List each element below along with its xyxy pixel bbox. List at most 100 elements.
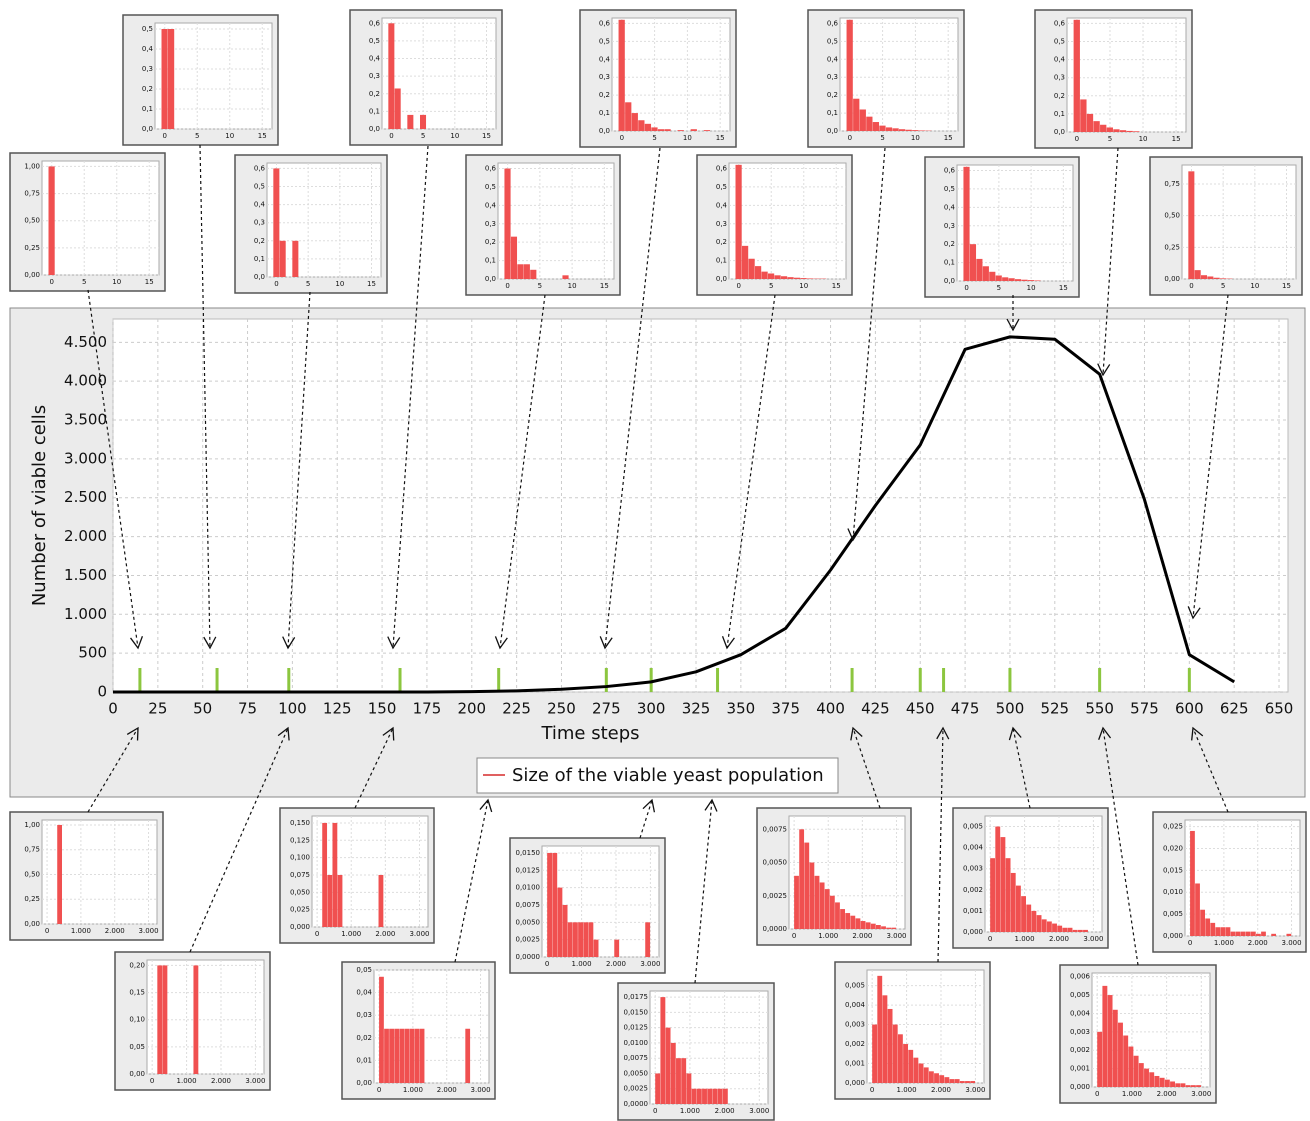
bar bbox=[1230, 931, 1236, 936]
bar bbox=[1015, 885, 1021, 932]
y-tick-label: 0,0075 bbox=[763, 825, 788, 833]
bar bbox=[1235, 931, 1241, 936]
bar bbox=[923, 1067, 929, 1083]
bar bbox=[583, 922, 589, 957]
bar bbox=[1170, 1081, 1175, 1087]
bar bbox=[677, 130, 684, 131]
bar bbox=[676, 1058, 681, 1104]
x-tick-label: 3.000 bbox=[886, 932, 906, 940]
x-tick-label: 150 bbox=[368, 700, 397, 718]
bar bbox=[1144, 1068, 1149, 1087]
x-tick-label: 0 bbox=[1095, 1090, 1099, 1098]
bar bbox=[1046, 921, 1052, 932]
x-tick-label: 0 bbox=[505, 282, 509, 290]
inset-chart: 0,0 0,1 0,2 0,3 0,4 0,5 0,6 0 5 10 15 bbox=[1034, 9, 1193, 149]
y-tick-label: 0,005 bbox=[963, 823, 983, 831]
callout-arrow bbox=[189, 726, 290, 953]
bar bbox=[934, 1073, 939, 1083]
inset-plot bbox=[41, 160, 160, 276]
x-tick-label: 5 bbox=[997, 284, 1001, 292]
bar bbox=[292, 240, 299, 277]
bar bbox=[995, 826, 1001, 932]
bar bbox=[1000, 837, 1006, 932]
y-tick-label: 0,1 bbox=[369, 107, 380, 115]
y-tick-label: 0,50 bbox=[1164, 212, 1180, 220]
bar bbox=[404, 1028, 410, 1083]
x-tick-label: 3.000 bbox=[1191, 1090, 1211, 1098]
bar bbox=[794, 277, 801, 279]
bar bbox=[853, 98, 860, 131]
y-tick-label: 0,003 bbox=[963, 865, 983, 873]
inset-chart: 0,0 0,1 0,2 0,3 0,4 0,5 0,6 0 5 10 15 bbox=[807, 9, 965, 148]
bar bbox=[755, 266, 762, 279]
y-tick-label: 2.000 bbox=[64, 527, 107, 545]
y-tick-label: 0,01 bbox=[356, 1056, 372, 1064]
x-tick-label: 2.000 bbox=[1157, 1090, 1177, 1098]
y-tick-label: 0,1 bbox=[1054, 110, 1065, 118]
bar bbox=[1072, 929, 1078, 932]
x-tick-label: 100 bbox=[278, 700, 307, 718]
x-tick-label: 5 bbox=[880, 134, 884, 142]
bar bbox=[1201, 275, 1208, 279]
bar bbox=[807, 278, 814, 279]
bar bbox=[809, 862, 815, 929]
y-tick-label: 0,5 bbox=[485, 183, 496, 191]
y-tick-label: 0,4 bbox=[599, 55, 611, 63]
bar bbox=[1154, 1075, 1160, 1087]
x-tick-label: 3.000 bbox=[471, 1086, 491, 1094]
bar bbox=[552, 852, 558, 957]
x-tick-label: 15 bbox=[367, 280, 376, 288]
x-tick-label: 0 bbox=[988, 935, 992, 943]
y-tick-label: 0,0 bbox=[142, 125, 153, 133]
x-tick-label: 2.000 bbox=[211, 1077, 231, 1085]
x-tick-label: 525 bbox=[1040, 700, 1069, 718]
x-tick-label: 0 bbox=[108, 700, 118, 718]
y-tick-label: 0,50 bbox=[24, 870, 40, 878]
x-tick-label: 2.000 bbox=[931, 1086, 951, 1094]
bar bbox=[1057, 925, 1063, 932]
y-tick-label: 0,2 bbox=[944, 240, 955, 248]
y-tick-label: 0,0 bbox=[827, 127, 838, 135]
bar bbox=[1119, 130, 1127, 132]
bar bbox=[881, 926, 886, 929]
bar bbox=[625, 102, 632, 131]
bar bbox=[891, 927, 897, 929]
x-tick-label: 15 bbox=[258, 132, 267, 140]
y-tick-label: 0,0125 bbox=[516, 866, 541, 874]
callout-arrow bbox=[87, 289, 144, 650]
y-tick-label: 0,00 bbox=[356, 1079, 372, 1087]
y-tick-label: 0,5 bbox=[599, 37, 610, 45]
bar bbox=[691, 1088, 697, 1104]
bar bbox=[1123, 1035, 1129, 1087]
bar bbox=[690, 129, 697, 131]
bar bbox=[1215, 927, 1221, 936]
y-tick-label: 0,50 bbox=[24, 217, 40, 225]
x-tick-label: 1.000 bbox=[1214, 939, 1234, 947]
inset-plot bbox=[154, 22, 273, 130]
y-tick-label: 0,3 bbox=[599, 73, 610, 81]
y-tick-label: 0,001 bbox=[963, 907, 983, 915]
bar bbox=[1138, 1063, 1144, 1087]
bar bbox=[976, 258, 983, 281]
x-tick-label: 1.000 bbox=[1122, 1090, 1142, 1098]
y-tick-label: 0,75 bbox=[24, 846, 40, 854]
x-tick-label: 5 bbox=[652, 134, 656, 142]
y-tick-label: 0,0050 bbox=[763, 859, 788, 867]
bar bbox=[644, 123, 652, 131]
y-tick-label: 0,005 bbox=[845, 982, 865, 990]
x-tick-label: 3.000 bbox=[245, 1077, 265, 1085]
y-tick-label: 0,0100 bbox=[516, 884, 541, 892]
callout-arrow bbox=[454, 798, 493, 963]
bar bbox=[882, 995, 888, 1083]
inset-plot bbox=[1181, 164, 1297, 280]
bar bbox=[982, 266, 989, 281]
x-tick-label: 0 bbox=[1189, 282, 1193, 290]
y-tick-label: 0,000 bbox=[845, 1079, 865, 1087]
y-tick-label: 0,2 bbox=[142, 85, 153, 93]
y-tick-label: 0,0150 bbox=[516, 849, 541, 857]
x-tick-label: 3.000 bbox=[1083, 935, 1103, 943]
y-tick-label: 0,3 bbox=[254, 219, 265, 227]
callout-arrow bbox=[850, 726, 881, 809]
y-tick-label: 0,25 bbox=[24, 895, 40, 903]
y-tick-label: 0,001 bbox=[1070, 1065, 1090, 1073]
